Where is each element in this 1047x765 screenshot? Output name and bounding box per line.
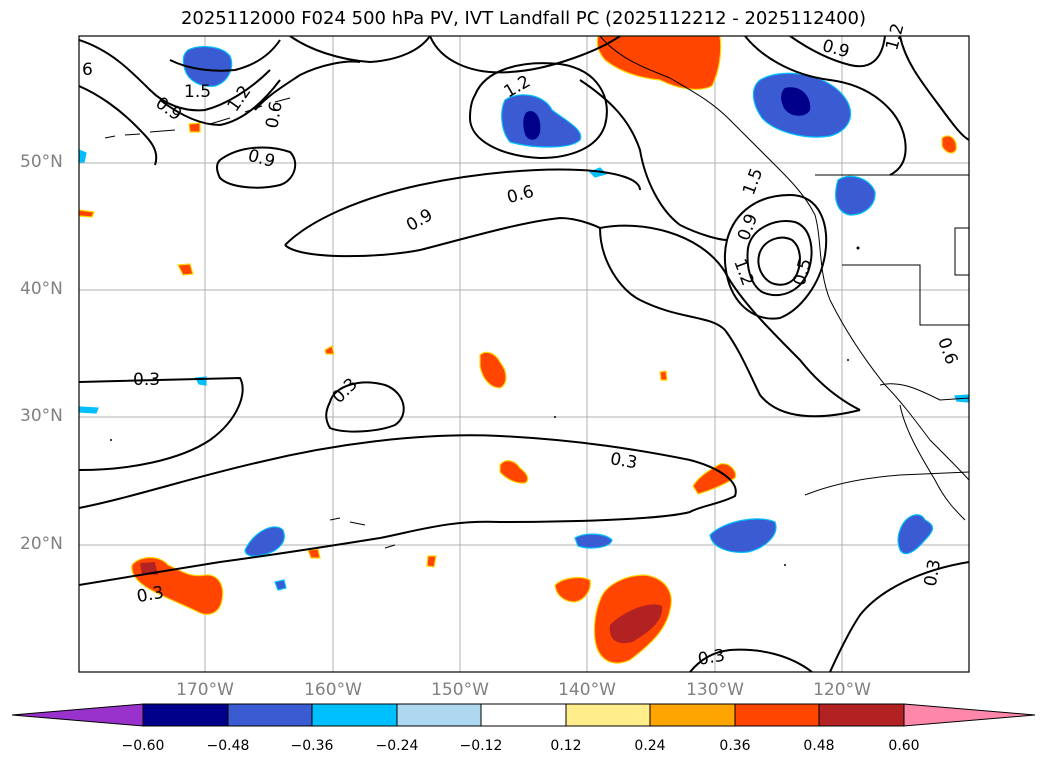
lat-label-30n: 30°N — [20, 406, 63, 426]
contour-label: 1.5 — [739, 166, 767, 198]
neg-blob-subtrop-east — [709, 518, 777, 553]
lon-label-170w: 170°W — [176, 680, 234, 700]
neg-blob-alaska-core — [781, 87, 811, 116]
pos-blob-small-3 — [79, 209, 95, 218]
neg-blob-aleutian — [182, 46, 233, 87]
pos-blob-east — [692, 463, 737, 495]
contour-label: 0.6 — [933, 335, 961, 367]
pos-blob-small-5 — [426, 555, 437, 568]
colorbar-segment — [311, 703, 398, 727]
colorbar-segment — [396, 703, 482, 727]
neg-blob-small-3 — [79, 149, 87, 163]
neg-blob-small-4 — [79, 406, 99, 414]
contour-label: 0.9 — [152, 93, 186, 125]
pv-negative-shading — [79, 46, 969, 591]
lon-label-120w: 120°W — [813, 680, 871, 700]
pos-blob-mid-2 — [499, 460, 529, 484]
pos-blob-small-1 — [941, 135, 957, 154]
pv-contours — [79, 36, 969, 672]
pos-blob-small-7 — [188, 122, 201, 133]
colorbar-segment — [818, 703, 905, 727]
pos-blob-subtrop-south-core — [609, 604, 663, 644]
pos-blob-small-4 — [307, 548, 321, 559]
neg-blob-hawaii-west — [244, 526, 285, 557]
colorbar-segment — [565, 703, 651, 727]
neg-blob-small-2 — [588, 167, 608, 178]
neg-blob-pnw — [835, 175, 876, 216]
islands — [110, 246, 860, 566]
pos-blob-small-2 — [177, 263, 194, 276]
gridlines — [79, 36, 969, 672]
contour-label: 0.3 — [609, 449, 639, 473]
pos-blob-mid — [479, 351, 507, 389]
colorbar-segment — [480, 703, 567, 727]
contour-label: 0.6 — [505, 182, 536, 208]
colorbar-extend-low — [11, 703, 144, 727]
colorbar-tick: 0.24 — [634, 738, 666, 754]
contour-label: 1.5 — [184, 82, 211, 102]
colorbar-extend-high — [903, 703, 1036, 727]
contour-label: 0.3 — [329, 374, 362, 407]
lat-label-20n: 20°N — [20, 534, 63, 554]
colorbar-tick: −0.24 — [375, 738, 419, 754]
lon-label-140w: 140°W — [558, 680, 616, 700]
contour-label: 1.2 — [882, 21, 908, 52]
pos-blob-bc — [596, 36, 722, 90]
pos-blob-south-2 — [554, 576, 591, 603]
contour-label: 6 — [82, 60, 93, 80]
neg-blob-small-1 — [574, 533, 613, 549]
colorbar-tick: 0.12 — [550, 738, 582, 754]
colorbar-tick: −0.36 — [290, 738, 334, 754]
contour-label: 0.3 — [135, 583, 165, 607]
colorbar — [11, 703, 1036, 727]
colorbar-segment — [227, 703, 313, 727]
neg-blob-mexico — [897, 514, 934, 555]
colorbar-tick: −0.60 — [121, 738, 165, 754]
pos-blob-west-core — [140, 562, 158, 575]
pos-blob-small-6 — [659, 370, 668, 381]
pv-positive-shading — [79, 36, 957, 664]
colorbar-tick: −0.48 — [206, 738, 250, 754]
contour-label: 0.3 — [133, 370, 160, 390]
colorbar-tick: 0.48 — [803, 738, 835, 754]
lon-label-160w: 160°W — [304, 680, 362, 700]
contour-label: 0.6 — [262, 100, 286, 130]
neg-blob-gulf-core — [523, 111, 541, 140]
colorbar-tick: 0.60 — [888, 738, 920, 754]
contour-label: 0.9 — [820, 36, 851, 62]
contour-label: 0.5 — [790, 256, 816, 287]
coastlines — [104, 36, 969, 549]
pos-blob-small-8 — [324, 345, 335, 355]
lat-label-40n: 40°N — [20, 279, 63, 299]
colorbar-segment — [649, 703, 736, 727]
neg-blob-small-5 — [274, 579, 287, 591]
colorbar-segment — [734, 703, 820, 727]
contour-label: 0.3 — [921, 558, 945, 588]
contour-label: 0.3 — [696, 646, 726, 670]
colorbar-tick: 0.36 — [719, 738, 751, 754]
map-title: 2025112000 F024 500 hPa PV, IVT Landfall… — [180, 8, 867, 29]
contour-label: 0.9 — [246, 146, 277, 172]
lat-label-50n: 50°N — [20, 152, 63, 172]
neg-blob-gulf — [501, 94, 582, 148]
lon-label-130w: 130°W — [686, 680, 744, 700]
lon-label-150w: 150°W — [431, 680, 489, 700]
contour-label: 0.9 — [403, 205, 436, 236]
colorbar-tick: −0.12 — [459, 738, 503, 754]
colorbar-segment — [142, 703, 229, 727]
map-frame — [78, 35, 970, 673]
